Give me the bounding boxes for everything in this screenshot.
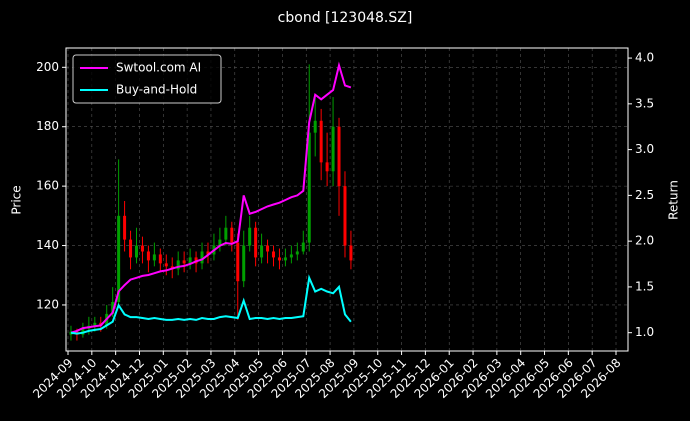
candle-body [218,239,222,246]
legend-label: Swtool.com AI [116,61,201,75]
legend-label: Buy-and-Hold [116,83,197,97]
candle-body [242,245,246,282]
y2-axis-label: Return [667,180,681,220]
candle-body [277,257,281,261]
candle-body [129,239,133,258]
candle-body [152,254,156,261]
candle-body [200,251,204,264]
candle-body [331,126,335,172]
y-tick-label: 180 [36,119,59,133]
candle-body [260,245,264,258]
candle-body [325,162,329,172]
candle-body [349,245,353,261]
candle-body [182,260,186,264]
y2-tick-label: 2.0 [635,234,654,248]
return-line [70,61,352,334]
candle-body [230,227,234,243]
y-axis-label: Price [10,185,24,214]
candle-body [266,245,270,252]
y2-tick-label: 2.5 [635,188,654,202]
y2-tick-label: 1.0 [635,325,654,339]
candle-body [236,242,240,282]
candle-body [343,186,347,246]
candle-body [248,227,252,246]
candle-body [254,227,258,258]
candle-body [295,251,299,255]
y-tick-label: 120 [36,297,59,311]
y-tick-label: 200 [36,60,59,74]
candle-body [140,245,144,252]
candle-body [289,254,293,258]
candle-body [111,301,115,314]
y2-tick-label: 3.5 [635,96,654,110]
candle-body [319,120,323,163]
candle-body [188,257,192,264]
candle-body [337,126,341,187]
candle-body [164,263,168,267]
y-tick-label: 160 [36,179,59,193]
y-tick-label: 140 [36,238,59,252]
legend-box [72,54,222,104]
candle-body [206,251,210,255]
candle-body [93,322,97,326]
candle-body [123,215,127,240]
candle-body [283,257,287,261]
return-line [70,274,352,335]
candle-body [146,251,150,261]
y2-tick-label: 1.5 [635,279,654,293]
y2-tick-label: 4.0 [635,51,654,65]
candle-body [301,242,305,252]
candle-body [313,120,317,133]
candle-body [117,215,121,302]
y2-tick-label: 3.0 [635,142,654,156]
candle-body [307,132,311,243]
plot-frame [65,47,629,352]
candle-body [176,260,180,270]
candle-body [224,227,228,240]
candle-body [158,254,162,264]
candle-body [272,251,275,258]
chart-title: cbond [123048.SZ] [278,10,413,26]
legend: Swtool.com AI Buy-and-Hold [72,54,222,104]
candle-body [135,245,138,258]
